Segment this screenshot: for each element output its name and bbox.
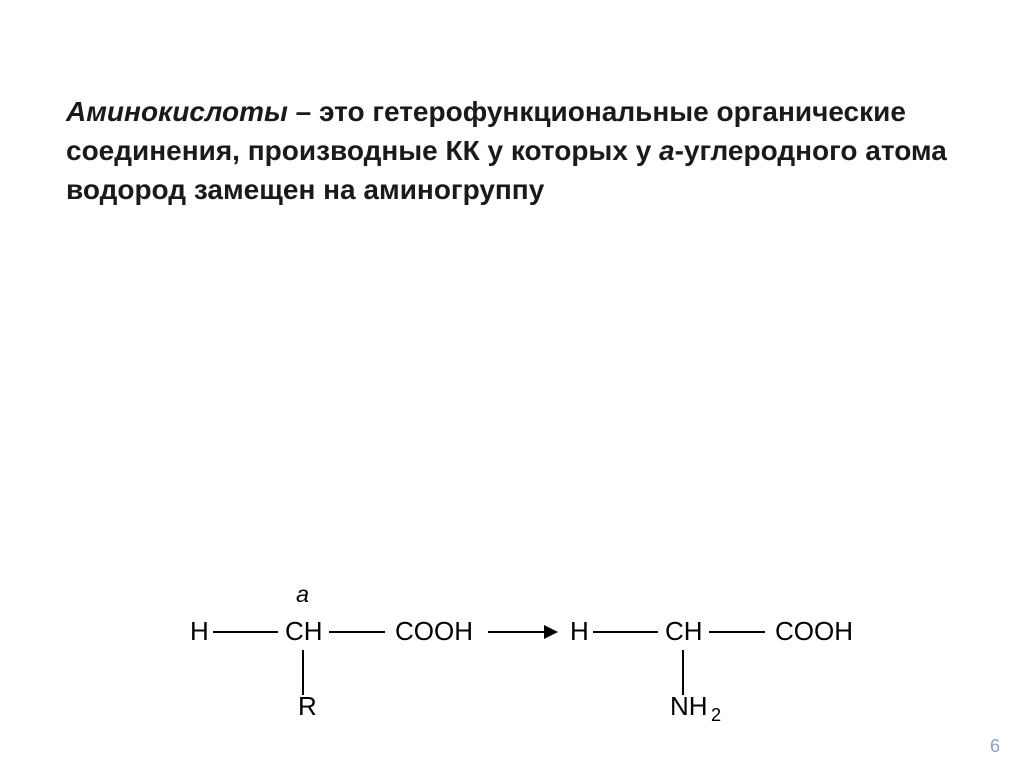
svg-text:H: H xyxy=(190,616,209,646)
structural-formula: H CH COOH R H CH COOH NH2 а xyxy=(0,0,1024,767)
svg-text:2: 2 xyxy=(711,705,721,725)
svg-text:COOH: COOH xyxy=(775,616,853,646)
svg-text:H: H xyxy=(570,616,589,646)
svg-text:COOH: COOH xyxy=(395,616,473,646)
svg-text:CH: CH xyxy=(665,616,703,646)
svg-text:NH: NH xyxy=(670,691,708,721)
svg-text:а: а xyxy=(296,581,309,607)
svg-text:R: R xyxy=(298,691,317,721)
svg-text:CH: CH xyxy=(285,616,323,646)
page-number: 6 xyxy=(990,736,1000,757)
